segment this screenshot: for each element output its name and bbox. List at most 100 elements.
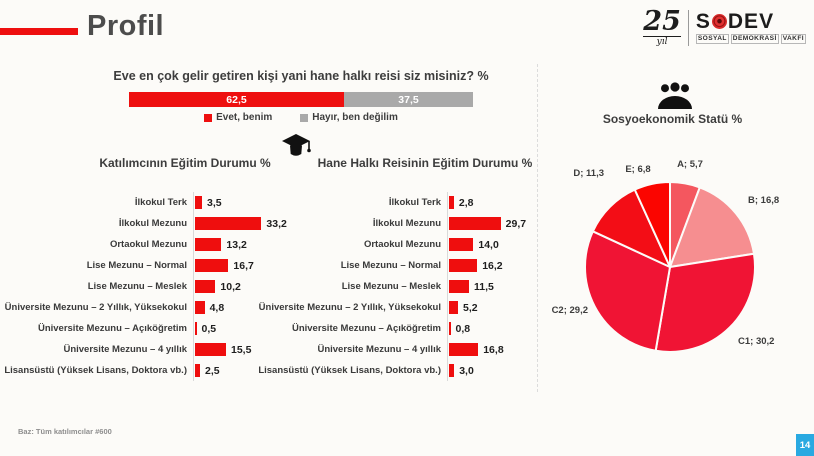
legend-swatch-no (300, 113, 309, 122)
bar-value-label: 0,8 (455, 322, 471, 335)
participant-education-chart: İlkokul Terk 3,5 İlkokul Mezunu 33,2 Ortaoku… (4, 192, 287, 381)
household-head-education-chart: İlkokul Terk 2,8 İlkokul Mezunu 29,7 Ortaoku… (258, 192, 526, 381)
logo-subtitle-word: VAKFI (780, 33, 806, 45)
bar-area: 4,8 (194, 301, 224, 314)
legend-label-no: Hayır, ben değilim (312, 112, 398, 123)
bar-area: 15,5 (194, 343, 251, 356)
logo-brand-prefix: S (695, 9, 711, 33)
bar (449, 322, 451, 335)
bar (449, 280, 469, 293)
bar-area: 33,2 (194, 217, 287, 230)
logo-subtitle-word: DEMOKRASİ (730, 33, 779, 45)
bar-category-label: Üniversite Mezunu – 4 yıllık (270, 339, 448, 360)
bar-area: 0,8 (448, 322, 470, 335)
bar-row: Üniversite Mezunu – 4 yıllık 15,5 (16, 339, 287, 360)
bar-value-label: 16,8 (483, 343, 504, 356)
legend-item-no: Hayır, ben değilim (300, 112, 398, 123)
bar-category-label: Lise Mezunu – Normal (270, 255, 448, 276)
bar (449, 301, 459, 314)
bar-value-label: 4,8 (209, 301, 225, 314)
bar (195, 238, 222, 251)
bar (195, 343, 226, 356)
bar-value-label: 15,5 (231, 343, 252, 356)
base-note: Baz: Tüm katılımcılar #600 (18, 427, 112, 436)
bar-value-label: 29,7 (505, 217, 527, 230)
bar-value-label: 2,8 (458, 196, 474, 209)
bar-value-label: 2,5 (205, 364, 220, 377)
bar-row: Üniversite Mezunu – 2 Yıllık, Yüksekokul… (5, 297, 287, 318)
bar-value-label: 13,2 (226, 238, 247, 251)
bar-row: Lise Mezunu – Meslek 11,5 (270, 276, 526, 297)
title-accent-bar (0, 28, 78, 35)
bar-area: 13,2 (194, 238, 247, 251)
bar (449, 217, 501, 230)
sodev-logo: 25 yıl S DEV SOSYAL DEMOKRASİ VAKFI (643, 8, 806, 47)
pie-label-E: E; 6,8 (625, 164, 650, 175)
bar-row: İlkokul Mezunu 33,2 (16, 213, 287, 234)
stacked-bar-legend: Evet, benim Hayır, ben değilim (129, 112, 473, 123)
logo-subtitle-word: SOSYAL (695, 33, 729, 45)
pie-slice-B (669, 186, 755, 268)
bar-category-label: Ortaokul Mezunu (270, 234, 448, 255)
page-number-badge: 14 (796, 434, 814, 456)
participant-education-chart-title: Katılımcının Eğitim Durumu % (99, 156, 271, 170)
bar-area: 16,7 (194, 259, 254, 272)
bar-category-label: Lise Mezunu – Meslek (16, 276, 194, 297)
bar-value-label: 16,7 (233, 259, 254, 272)
pie-label-C1: C1; 30,2 (738, 336, 774, 347)
bar-row: Üniversite Mezunu – Açıköğretim 0,5 (16, 318, 287, 339)
page-title: Profil (87, 10, 165, 42)
bar-row: Üniversite Mezunu – 4 yıllık 16,8 (270, 339, 526, 360)
bar-area: 2,5 (194, 364, 220, 377)
bar (195, 322, 197, 335)
bar-row: İlkokul Mezunu 29,7 (270, 213, 526, 234)
bar (449, 238, 474, 251)
bar-value-label: 0,5 (201, 322, 217, 335)
pie-label-A: A; 5,7 (677, 159, 703, 170)
bar-value-label: 3,0 (459, 364, 474, 377)
bar-category-label: İlkokul Mezunu (270, 213, 448, 234)
logo-brand-suffix: DEV (727, 9, 775, 33)
bar-area: 0,5 (194, 322, 216, 335)
bar (195, 196, 202, 209)
bar (195, 259, 229, 272)
bar-value-label: 3,5 (207, 196, 222, 209)
bar-value-label: 10,2 (220, 280, 241, 293)
rose-icon (711, 13, 727, 29)
bar-category-label: İlkokul Mezunu (16, 213, 194, 234)
bar-category-label: Ortaokul Mezunu (16, 234, 194, 255)
bar-row: Üniversite Mezunu – 2 Yıllık, Yüksekokul… (259, 297, 526, 318)
section-divider (537, 64, 538, 392)
bar-category-label: Üniversite Mezunu – Açıköğretim (16, 318, 194, 339)
legend-swatch-yes (204, 113, 213, 122)
bar-value-label: 14,0 (478, 238, 499, 251)
household-head-education-chart-title: Hane Halkı Reisinin Eğitim Durumu % (317, 156, 533, 170)
bar-row: Lise Mezunu – Normal 16,7 (16, 255, 287, 276)
socioeconomic-status-pie-chart: A; 5,7 B; 16,8 C1; 30,2 C2; 29,2 D; 11,3 E; 6… (552, 159, 779, 353)
pie-label-C2: C2; 29,2 (552, 305, 588, 316)
bar-row: İlkokul Terk 2,8 (270, 192, 526, 213)
bar-row: Lisansüstü (Yüksek Lisans, Doktora vb.) 2… (4, 360, 287, 381)
pie-label-D: D; 11,3 (573, 168, 604, 179)
bar-area: 29,7 (448, 217, 526, 230)
bar (449, 343, 479, 356)
bar-value-label: 16,2 (482, 259, 503, 272)
stacked-segment-hay-r--ben-de-ilim: 37,5 (344, 92, 473, 107)
bar-category-label: Üniversite Mezunu – Açıköğretim (270, 318, 448, 339)
head-of-household-stacked-bar: 62,5 37,5 (129, 92, 473, 107)
bar-area: 16,8 (448, 343, 504, 356)
stacked-segment-evet--benim: 62,5 (129, 92, 344, 107)
bar-category-label: Lisansüstü (Yüksek Lisans, Doktora vb.) (258, 360, 448, 381)
bar-category-label: Lise Mezunu – Normal (16, 255, 194, 276)
legend-label-yes: Evet, benim (216, 112, 273, 123)
bar (195, 364, 200, 377)
bar-area: 16,2 (448, 259, 503, 272)
bar-row: İlkokul Terk 3,5 (16, 192, 287, 213)
question-title: Eve en çok gelir getiren kişi yani hane … (113, 69, 489, 83)
bar-area: 2,8 (448, 196, 473, 209)
bar-area: 3,5 (194, 196, 222, 209)
bar-area: 5,2 (448, 301, 478, 314)
legend-item-yes: Evet, benim (204, 112, 272, 123)
bar-row: Lise Mezunu – Meslek 10,2 (16, 276, 287, 297)
